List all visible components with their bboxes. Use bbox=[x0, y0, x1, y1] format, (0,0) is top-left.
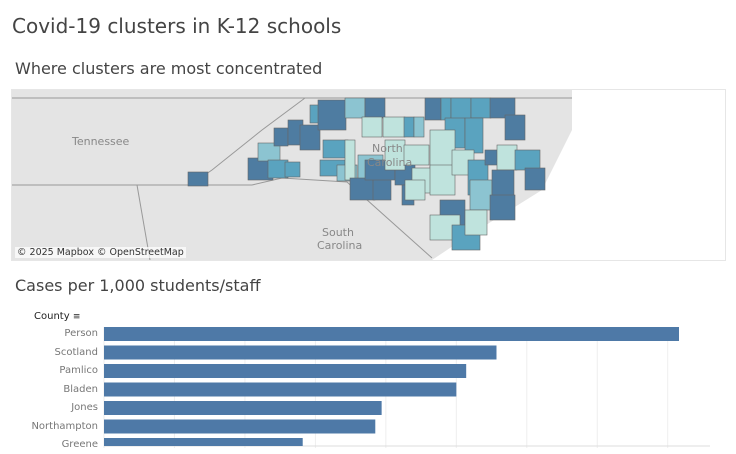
bar-northampton[interactable] bbox=[104, 419, 376, 434]
map-subtitle: Where clusters are most concentrated bbox=[15, 59, 323, 78]
county-shape[interactable] bbox=[464, 209, 488, 236]
bar-scotland[interactable] bbox=[104, 345, 497, 360]
county-shape[interactable] bbox=[440, 97, 452, 121]
county-shape[interactable] bbox=[349, 177, 376, 201]
category-label[interactable]: Pamlico bbox=[59, 365, 98, 376]
bar-jones[interactable] bbox=[104, 401, 382, 415]
county-shape[interactable] bbox=[489, 194, 516, 221]
county-shape[interactable] bbox=[404, 179, 426, 201]
state-label: South bbox=[322, 226, 354, 239]
county-axis-header[interactable]: County ≡ bbox=[34, 311, 80, 322]
state-label: Carolina bbox=[367, 156, 412, 169]
category-label[interactable]: Person bbox=[64, 328, 98, 339]
county-shape[interactable] bbox=[450, 97, 472, 121]
county-shape[interactable] bbox=[284, 161, 301, 178]
county-shape[interactable] bbox=[344, 97, 366, 119]
category-label[interactable]: Scotland bbox=[54, 346, 98, 358]
category-label[interactable]: Greene bbox=[61, 439, 98, 447]
county-shape[interactable] bbox=[403, 144, 430, 166]
dashboard-title: Covid-19 clusters in K-12 schools bbox=[12, 14, 342, 38]
county-shape[interactable] bbox=[322, 139, 349, 159]
county-shape[interactable] bbox=[187, 171, 209, 187]
county-shape[interactable] bbox=[424, 97, 442, 121]
county-shape[interactable] bbox=[514, 149, 541, 171]
county-shape[interactable] bbox=[496, 144, 518, 171]
category-label[interactable]: Jones bbox=[71, 402, 98, 413]
county-shape[interactable] bbox=[504, 114, 526, 141]
category-label[interactable]: Bladen bbox=[63, 383, 98, 395]
chart-title: Cases per 1,000 students/staff bbox=[15, 276, 261, 295]
bar-greene[interactable] bbox=[104, 438, 303, 446]
county-shape[interactable] bbox=[469, 179, 493, 211]
bar-pamlico[interactable] bbox=[104, 364, 467, 378]
county-shape[interactable] bbox=[382, 116, 406, 138]
county-shape[interactable] bbox=[317, 99, 347, 131]
state-label: Tennessee bbox=[71, 135, 130, 148]
county-shape[interactable] bbox=[413, 116, 425, 138]
map-attribution[interactable]: © 2025 Mapbox © OpenStreetMap bbox=[15, 247, 186, 258]
county-shape[interactable] bbox=[429, 164, 456, 196]
bar-person[interactable] bbox=[104, 327, 679, 341]
bar-chart bbox=[103, 327, 710, 448]
county-shape[interactable] bbox=[273, 127, 289, 147]
county-shape[interactable] bbox=[403, 116, 415, 138]
state-label: North bbox=[372, 142, 403, 155]
county-shape[interactable] bbox=[361, 116, 383, 138]
county-shape[interactable] bbox=[429, 129, 456, 171]
county-shape[interactable] bbox=[464, 117, 484, 154]
county-shape[interactable] bbox=[470, 97, 492, 119]
choropleth-map[interactable]: Tennessee North Carolina South Carolina © 20… bbox=[11, 89, 726, 261]
sort-descending-icon[interactable]: ≡ bbox=[72, 312, 81, 322]
category-label[interactable]: Northampton bbox=[31, 420, 98, 432]
county-header-label: County bbox=[34, 311, 70, 322]
county-shape[interactable] bbox=[299, 124, 321, 151]
bar-bladen[interactable] bbox=[104, 382, 457, 397]
county-shape[interactable] bbox=[524, 167, 546, 191]
county-shape[interactable] bbox=[344, 139, 356, 181]
county-shape[interactable] bbox=[364, 97, 386, 119]
state-label: Carolina bbox=[317, 239, 362, 252]
county-shape[interactable] bbox=[372, 177, 392, 201]
county-shape[interactable] bbox=[489, 97, 516, 119]
